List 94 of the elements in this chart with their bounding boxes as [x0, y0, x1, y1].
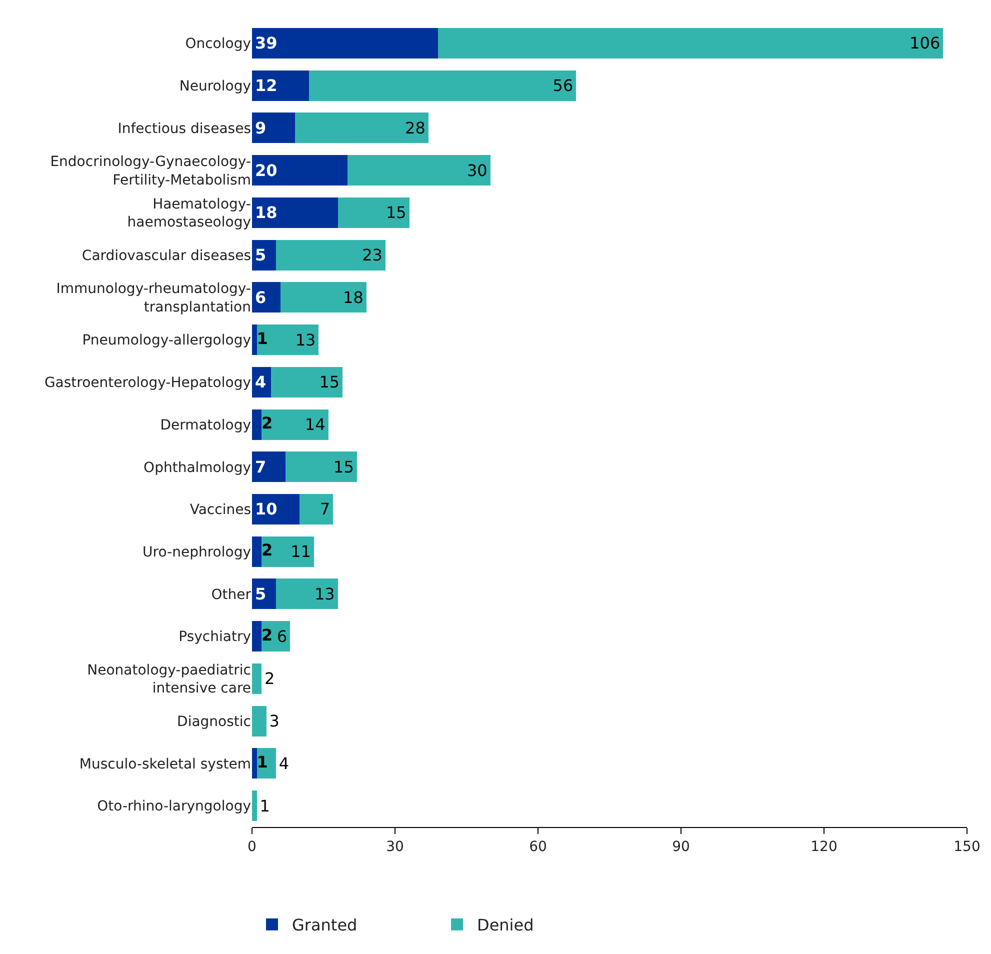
data-label: 1: [256, 328, 268, 348]
y-tick-label: Uro-nephrology: [142, 544, 251, 561]
bar: [252, 324, 257, 356]
data-label: 1: [260, 796, 270, 816]
bar: [252, 197, 338, 228]
data-label: 5: [255, 584, 266, 604]
data-label: 15: [334, 457, 354, 476]
bar: [280, 282, 366, 313]
data-label: 9: [255, 118, 266, 138]
bar: [252, 240, 276, 270]
bar: [252, 70, 310, 101]
bar: [347, 155, 490, 186]
y-tick-label: Neonatology-paediatric intensive care: [87, 662, 251, 697]
data-label: 7: [320, 500, 330, 519]
bar: [252, 28, 438, 58]
bar: [262, 409, 328, 440]
data-label: 23: [362, 246, 382, 265]
data-label: 10: [255, 500, 278, 519]
bar: [276, 578, 338, 610]
data-label: 4: [255, 372, 266, 392]
y-tick-label: Immunology-rheumatology- transplantation: [56, 281, 251, 316]
bar: [252, 748, 257, 779]
bar: [252, 578, 276, 610]
bar: [252, 452, 286, 482]
y-tick-label: Haematology- haemostaseology: [127, 196, 251, 231]
y-tick-label: Oto-rhino-laryngology: [97, 798, 251, 815]
data-label: 18: [343, 288, 364, 307]
x-tick-label: 120: [810, 838, 838, 855]
y-tick-label: Psychiatry: [178, 629, 251, 646]
bar: [252, 790, 257, 822]
y-tick-label: Neurology: [179, 78, 251, 94]
data-label: 6: [276, 626, 288, 646]
bar: [262, 536, 314, 567]
data-label: 15: [386, 203, 406, 222]
bar: [285, 452, 357, 482]
data-label: 6: [255, 288, 266, 307]
bar: [294, 112, 428, 144]
x-tick-label: 60: [529, 838, 547, 855]
data-label: 106: [910, 34, 940, 53]
bar: [438, 28, 944, 58]
y-tick-label: Pneumology-allergology: [82, 332, 251, 349]
data-label: 39: [255, 34, 278, 53]
data-label: 30: [466, 160, 488, 180]
data-label: 2: [264, 669, 275, 688]
y-tick-label: Endocrinology-Gynaecology- Fertility-Metabolism: [50, 154, 251, 188]
data-label: 15: [319, 372, 340, 392]
data-label: 56: [552, 76, 574, 96]
y-tick-label: Dermatology: [160, 417, 251, 434]
bar: [309, 70, 576, 101]
y-tick-label: Infectious diseases: [118, 120, 251, 137]
bar: [256, 324, 319, 356]
bar: [276, 240, 386, 270]
x-tick-label: 0: [248, 838, 256, 855]
data-label: 13: [314, 584, 335, 604]
data-label: 12: [255, 76, 278, 96]
data-label: 5: [255, 246, 266, 265]
bar: [252, 282, 281, 313]
data-label: 3: [269, 712, 280, 731]
bar: [252, 409, 262, 440]
data-label: 4: [278, 754, 290, 773]
data-label: 28: [405, 118, 426, 138]
data-label: 2: [262, 540, 273, 560]
data-label: 2: [262, 625, 273, 644]
y-tick-label: Ophthalmology: [144, 460, 251, 476]
y-tick-label: Cardiovascular diseases: [82, 248, 251, 264]
data-label: 14: [304, 415, 326, 434]
data-label: 1: [256, 752, 268, 772]
bar: [252, 706, 266, 736]
x-tick-label: 30: [386, 838, 404, 855]
data-label: 2: [262, 414, 273, 432]
y-tick-label: Diagnostic: [177, 714, 251, 730]
data-label: 18: [255, 203, 278, 222]
bar: [252, 494, 300, 524]
y-tick-label: Gastroenterology-Hepatology: [44, 375, 251, 392]
bar: [300, 494, 334, 524]
bar: [252, 155, 348, 186]
bar: [252, 112, 295, 144]
bar: [252, 536, 262, 567]
y-tick-label: Other: [211, 586, 252, 603]
legend-label: Granted: [292, 916, 358, 935]
y-tick-label: Musculo-skeletal system: [79, 756, 251, 772]
data-label: 11: [290, 542, 311, 562]
legend-label: Denied: [477, 916, 534, 935]
x-tick-label: 150: [954, 838, 980, 855]
x-tick-label: 90: [672, 838, 690, 855]
bar: [271, 366, 343, 398]
bar: [252, 663, 262, 694]
y-tick-label: Vaccines: [190, 502, 251, 518]
y-tick-label: Oncology: [185, 36, 251, 52]
data-label: 13: [295, 330, 316, 350]
bar: [252, 621, 262, 652]
data-label: 20: [255, 160, 278, 180]
data-label: 7: [255, 457, 266, 476]
bar: [338, 197, 410, 228]
